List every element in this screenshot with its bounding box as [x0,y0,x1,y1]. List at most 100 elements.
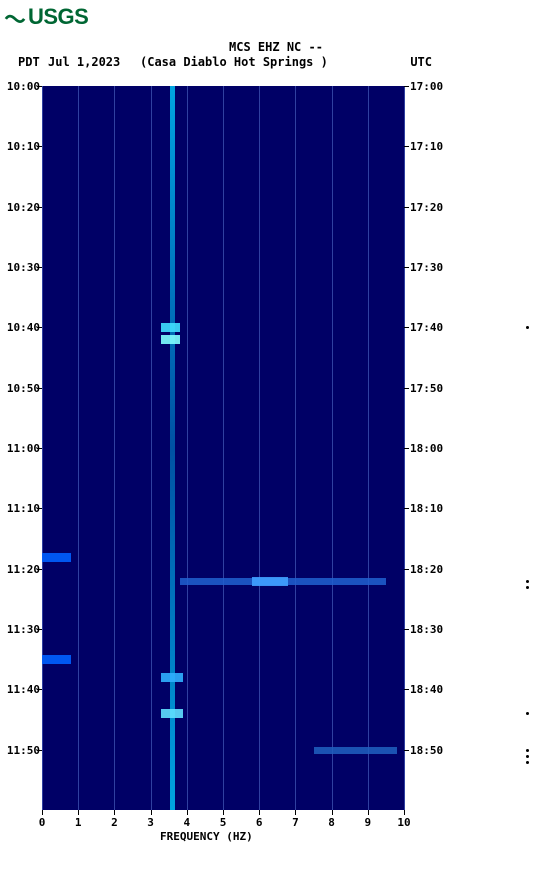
y-right-tick: 18:50 [410,744,456,757]
gridline [259,86,260,810]
y-right-tick: 17:30 [410,261,456,274]
gridline [223,86,224,810]
x-tick: 3 [141,816,161,829]
tick-mark [368,810,369,815]
x-tick: 7 [285,816,305,829]
x-tick: 10 [394,816,414,829]
y-left-tick: 11:30 [0,623,40,636]
tick-mark [404,86,409,87]
y-right-tick: 18:00 [410,442,456,455]
tick-mark [259,810,260,815]
y-left-tick: 10:20 [0,201,40,214]
y-right-tick: 18:20 [410,563,456,576]
y-left-tick: 10:10 [0,140,40,153]
y-right-tick: 17:20 [410,201,456,214]
event-dot [526,580,529,583]
tick-mark [37,267,42,268]
tick-mark [404,448,409,449]
x-tick: 4 [177,816,197,829]
spectrogram-feature [314,747,397,754]
y-left-tick: 11:50 [0,744,40,757]
tick-mark [404,388,409,389]
y-left-tick: 11:20 [0,563,40,576]
tick-mark [37,569,42,570]
gridline [114,86,115,810]
tz-right-label: UTC [410,55,432,69]
event-sidebar [514,86,542,810]
tick-mark [151,810,152,815]
tick-mark [37,750,42,751]
gridline [151,86,152,810]
logo-text: USGS [28,4,88,30]
x-tick: 8 [322,816,342,829]
tick-mark [404,327,409,328]
tick-mark [404,207,409,208]
tick-mark [332,810,333,815]
y-left-tick: 11:00 [0,442,40,455]
spectrogram-feature [42,553,71,562]
tick-mark [37,146,42,147]
tick-mark [37,388,42,389]
y-right-tick: 17:10 [410,140,456,153]
tick-mark [404,508,409,509]
spectrogram-feature [252,577,288,586]
tick-mark [404,750,409,751]
tick-mark [42,810,43,815]
chart-title: MCS EHZ NC -- [0,40,552,54]
spectrogram-feature [42,655,71,664]
spectrogram-plot [42,86,404,810]
x-tick: 6 [249,816,269,829]
y-left-tick: 10:00 [0,80,40,93]
tick-mark [223,810,224,815]
tick-mark [37,327,42,328]
station-label: (Casa Diablo Hot Springs ) [140,55,328,69]
y-left-tick: 10:50 [0,382,40,395]
y-left-tick: 10:40 [0,321,40,334]
x-tick: 0 [32,816,52,829]
event-dot [526,749,529,752]
event-dot [526,761,529,764]
tick-mark [187,810,188,815]
tz-left-label: PDT [18,55,40,69]
event-dot [526,326,529,329]
y-right-tick: 17:00 [410,80,456,93]
event-dot [526,755,529,758]
x-axis-label: FREQUENCY (HZ) [160,830,253,843]
gridline [368,86,369,810]
y-right-tick: 17:40 [410,321,456,334]
date-label: Jul 1,2023 [48,55,120,69]
tick-mark [404,810,405,815]
tick-mark [37,689,42,690]
wave-icon [4,6,26,28]
y-right-tick: 17:50 [410,382,456,395]
spectrogram-feature [170,86,175,810]
y-right-tick: 18:10 [410,502,456,515]
x-tick: 9 [358,816,378,829]
gridline [332,86,333,810]
tick-mark [404,689,409,690]
event-dot [526,586,529,589]
x-tick: 2 [104,816,124,829]
y-left-tick: 11:40 [0,683,40,696]
tick-mark [37,86,42,87]
y-left-tick: 11:10 [0,502,40,515]
y-right-tick: 18:40 [410,683,456,696]
tick-mark [37,629,42,630]
spectrogram-feature [161,673,183,682]
tick-mark [404,267,409,268]
tick-mark [404,629,409,630]
gridline [295,86,296,810]
tick-mark [37,448,42,449]
spectrogram-feature [161,335,179,344]
usgs-logo: USGS [4,4,88,30]
gridline [78,86,79,810]
event-dot [526,712,529,715]
tick-mark [78,810,79,815]
x-tick: 5 [213,816,233,829]
gridline [42,86,43,810]
tick-mark [404,569,409,570]
y-left-tick: 10:30 [0,261,40,274]
tick-mark [404,146,409,147]
tick-mark [37,508,42,509]
tick-mark [295,810,296,815]
